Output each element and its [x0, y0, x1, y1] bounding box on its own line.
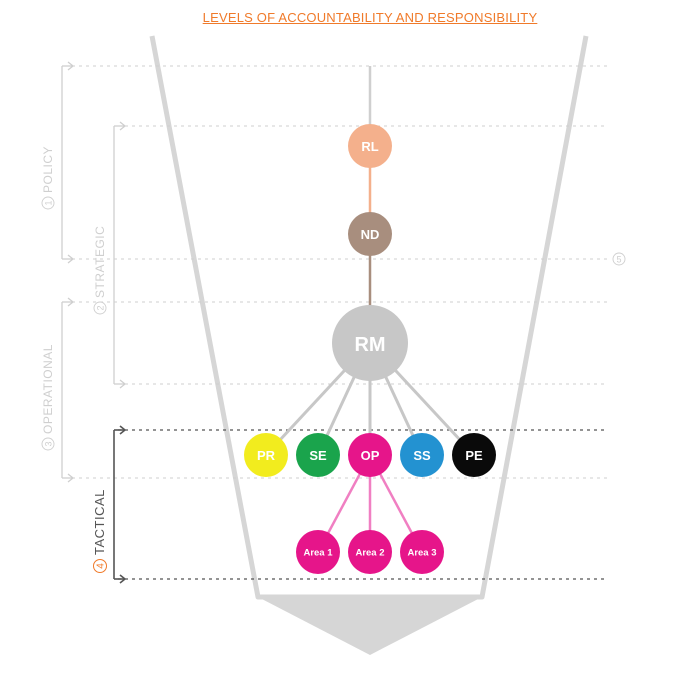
node-nd: ND: [348, 212, 392, 256]
strategic-bracket: [113, 121, 127, 389]
node-label: PE: [465, 448, 483, 463]
diagram-title: LEVELS OF ACCOUNTABILITY AND RESPONSIBIL…: [202, 10, 538, 25]
level-label-operational: 3 OPERATIONAL: [41, 344, 55, 451]
node-label: Area 3: [407, 548, 436, 559]
node-ss: SS: [400, 433, 444, 477]
node-label: PR: [257, 448, 276, 463]
level-label-strategic: 2 STRATEGIC: [93, 226, 107, 315]
funnel-base: [258, 597, 482, 655]
level-label: STRATEGIC: [93, 226, 107, 298]
level-number-circle: [93, 559, 107, 573]
node-label: ND: [361, 227, 380, 242]
tactical-guide-lines: [118, 429, 608, 580]
operational-bracket: [61, 297, 75, 483]
level-label-policy: 1 POLICY: [41, 146, 55, 210]
node-pr: PR: [244, 433, 288, 477]
level-label: OPERATIONAL: [41, 344, 55, 434]
level-number-circle: [41, 196, 55, 210]
level-label: TACTICAL: [92, 489, 107, 555]
node-label: Area 2: [355, 548, 384, 559]
node-area1: Area 1: [296, 530, 340, 574]
node-se: SE: [296, 433, 340, 477]
node-label: RM: [354, 334, 385, 356]
funnel-outline: [149, 35, 589, 600]
level-number: 5: [616, 255, 621, 265]
node-area2: Area 2: [348, 530, 392, 574]
level-number: 1: [44, 200, 54, 205]
node-label: SS: [413, 448, 431, 463]
level-number-circle: [41, 437, 55, 451]
node-rl: RL: [348, 124, 392, 168]
node-label: RL: [361, 139, 378, 154]
level-label-tactical: 4 TACTICAL: [92, 489, 107, 573]
level-number-circle: [93, 301, 107, 315]
node-pe: PE: [452, 433, 496, 477]
tactical-bracket: [113, 425, 127, 584]
policy-bracket: [61, 61, 75, 264]
level-marker-5: 5: [612, 252, 626, 266]
node-op: OP: [348, 433, 392, 477]
level-number-circle: [612, 252, 626, 266]
level-number: 3: [44, 441, 54, 446]
level-label: POLICY: [41, 146, 55, 193]
node-label: SE: [309, 448, 327, 463]
level-number: 2: [96, 305, 106, 310]
node-label: Area 1: [303, 548, 333, 559]
level-number: 4: [96, 563, 107, 569]
node-area3: Area 3: [400, 530, 444, 574]
node-rm: RM: [332, 305, 408, 381]
node-label: OP: [361, 448, 380, 463]
